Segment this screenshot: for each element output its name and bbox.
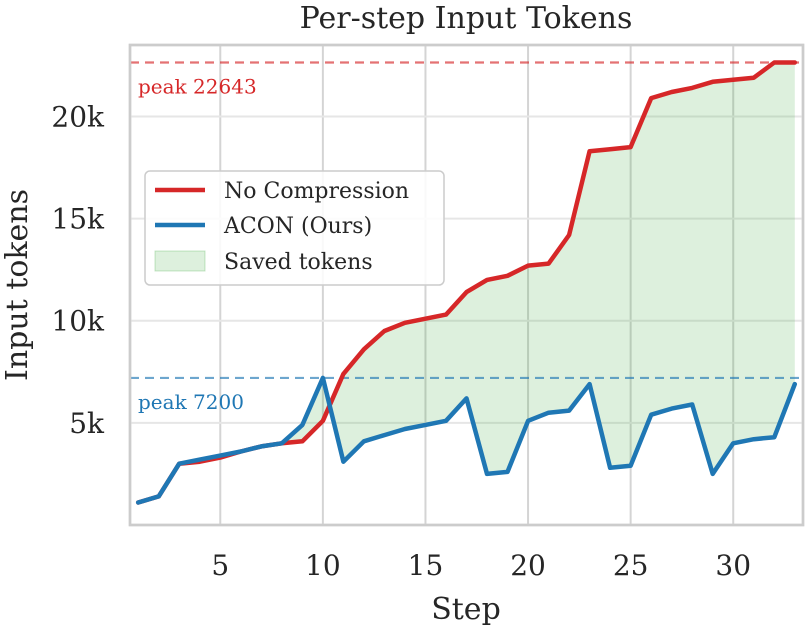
chart-title: Per-step Input Tokens <box>300 1 633 36</box>
series-lines <box>135 60 798 505</box>
y-axis-label: Input tokens <box>0 189 35 381</box>
x-tick-label: 25 <box>613 549 649 582</box>
x-tick-label: 5 <box>211 549 229 582</box>
y-tick-label: 10k <box>51 305 105 338</box>
y-tick-label: 15k <box>51 203 105 236</box>
y-tick-labels: 5k 10k 15k 20k <box>51 100 105 439</box>
series-line-acon <box>135 375 798 505</box>
x-tick-label: 30 <box>715 549 751 582</box>
x-tick-label: 10 <box>305 549 341 582</box>
y-tick-label: 20k <box>51 100 105 133</box>
x-tick-labels: 5 10 15 20 25 30 <box>211 549 751 582</box>
legend-label-saved-tokens: Saved tokens <box>224 250 373 275</box>
peak-label: peak 7200 <box>138 390 244 414</box>
plot-border <box>128 43 805 527</box>
x-axis-label: Step <box>431 592 501 627</box>
peak-label: peak 22643 <box>138 75 257 99</box>
x-tick-label: 15 <box>408 549 444 582</box>
x-tick-label: 20 <box>510 549 546 582</box>
legend-frame <box>144 170 445 286</box>
saved-tokens-area <box>138 62 795 503</box>
reference-lines: peak 22643 peak 7200 <box>130 61 803 414</box>
legend-label-no-compression: No Compression <box>224 179 409 204</box>
legend: No Compression ACON (Ours) Saved tokens <box>144 170 445 286</box>
y-tick-label: 5k <box>69 407 105 440</box>
legend-swatch-saved-tokens <box>154 250 206 272</box>
legend-label-acon: ACON (Ours) <box>223 214 372 239</box>
